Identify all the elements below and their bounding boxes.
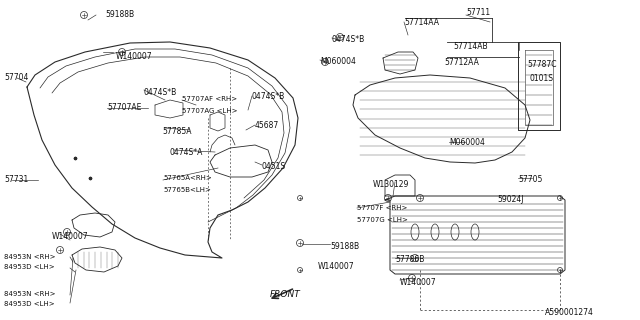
Text: 45687: 45687 xyxy=(255,121,279,130)
Text: 0474S*B: 0474S*B xyxy=(144,88,177,97)
Text: 59188B: 59188B xyxy=(105,10,134,19)
Text: 57785A: 57785A xyxy=(162,127,191,136)
Text: W140007: W140007 xyxy=(116,52,152,61)
Text: 57714AB: 57714AB xyxy=(453,42,488,51)
Text: 57707F <RH>: 57707F <RH> xyxy=(357,205,408,211)
Text: W130129: W130129 xyxy=(373,180,410,189)
Text: W140007: W140007 xyxy=(52,232,88,241)
Text: 0101S: 0101S xyxy=(530,74,554,83)
Text: 57707AE: 57707AE xyxy=(107,103,141,112)
Text: 57707G <LH>: 57707G <LH> xyxy=(357,217,408,223)
Text: FRONT: FRONT xyxy=(270,290,301,299)
Text: 0451S: 0451S xyxy=(262,162,286,171)
Text: 57714AA: 57714AA xyxy=(404,18,439,27)
Text: 84953N <RH>: 84953N <RH> xyxy=(4,291,56,297)
Text: 57711: 57711 xyxy=(466,8,490,17)
Text: A590001274: A590001274 xyxy=(545,308,594,317)
Text: W140007: W140007 xyxy=(318,262,355,271)
Text: 0474S*B: 0474S*B xyxy=(252,92,285,101)
Text: 84953D <LH>: 84953D <LH> xyxy=(4,264,54,270)
Text: 57707AF <RH>: 57707AF <RH> xyxy=(182,96,237,102)
Text: 59188B: 59188B xyxy=(330,242,359,251)
Text: 59024J: 59024J xyxy=(497,195,524,204)
Text: 84953D <LH>: 84953D <LH> xyxy=(4,301,54,307)
Text: 57707AG <LH>: 57707AG <LH> xyxy=(182,108,237,114)
Text: 57787C: 57787C xyxy=(527,60,557,69)
Text: 84953N <RH>: 84953N <RH> xyxy=(4,254,56,260)
Text: W140007: W140007 xyxy=(400,278,436,287)
Text: 57731: 57731 xyxy=(4,175,28,184)
Text: 57765B<LH>: 57765B<LH> xyxy=(163,187,211,193)
Text: 57786B: 57786B xyxy=(395,255,424,264)
Text: M060004: M060004 xyxy=(449,138,485,147)
Text: 0474S*B: 0474S*B xyxy=(332,35,365,44)
Text: 57712AA: 57712AA xyxy=(444,58,479,67)
Text: M060004: M060004 xyxy=(320,57,356,66)
Text: 57765A<RH>: 57765A<RH> xyxy=(163,175,212,181)
Text: 0474S*A: 0474S*A xyxy=(170,148,204,157)
Text: 57704: 57704 xyxy=(4,73,28,82)
Text: 57705: 57705 xyxy=(518,175,542,184)
